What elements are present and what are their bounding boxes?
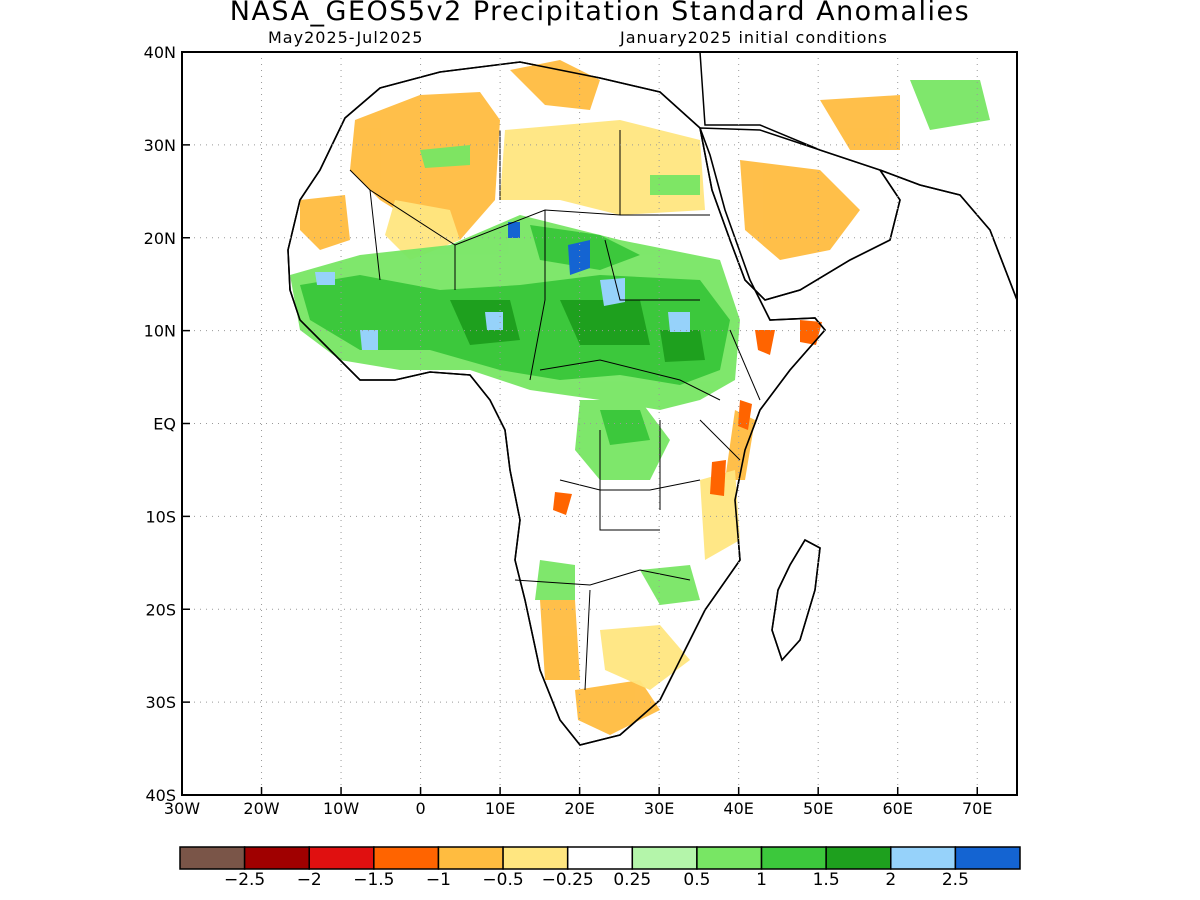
colorbar-swatch: [890, 846, 957, 870]
colorbar-label: 1: [756, 870, 767, 890]
map-title: NASA_GEOS5v2 Precipitation Standard Anom…: [229, 0, 971, 27]
y-tick-label: 20N: [144, 229, 176, 248]
colorbar-label: −1: [425, 870, 451, 890]
colorbar-label: 2: [885, 870, 897, 890]
colorbar-label: −1.5: [353, 870, 395, 890]
colorbar-label: 1.5: [812, 870, 840, 890]
y-axis-labels: 40N 30N 20N 10N EQ 10S 20S 30S 40S: [144, 43, 176, 805]
x-tick-label: 30E: [644, 799, 674, 818]
anomaly-very-wet-shading: [450, 300, 705, 362]
y-tick-label: 40N: [144, 43, 176, 62]
colorbar-swatch: [502, 846, 569, 870]
colorbar-label: −2.5: [223, 870, 266, 890]
map-field: [287, 52, 1017, 746]
colorbar-label: 0.5: [683, 870, 711, 890]
colorbar-swatch: [954, 846, 1021, 870]
colorbar-label: 0.25: [613, 870, 652, 890]
x-tick-label: 30W: [164, 799, 200, 818]
x-tick-label: 70E: [962, 799, 992, 818]
y-tick-label: 30S: [145, 693, 176, 712]
x-tick-label: 50E: [803, 799, 833, 818]
y-tick-label: 30N: [144, 136, 176, 155]
colorbar-swatch: [825, 846, 892, 870]
country-borders: [349, 130, 761, 691]
anomaly-strong-dry-shading: [553, 320, 822, 515]
map-subtitle-period: May2025-Jul2025: [268, 28, 424, 47]
colorbar-swatch: [696, 846, 763, 870]
colorbar-swatch: [373, 846, 440, 870]
x-tick-label: 0: [415, 799, 425, 818]
colorbar-swatch: [631, 846, 698, 870]
colorbar-swatch: [243, 846, 310, 870]
y-tick-label: 20S: [145, 600, 176, 619]
colorbar: [179, 846, 1021, 870]
y-tick-label: 10S: [145, 507, 176, 526]
colorbar-swatch: [760, 846, 827, 870]
x-tick-label: 20W: [243, 799, 279, 818]
colorbar-swatch: [179, 846, 246, 870]
colorbar-swatch: [308, 846, 375, 870]
coastlines: [287, 61, 1017, 746]
colorbar-label: −2: [296, 870, 322, 890]
colorbar-label: −0.25: [541, 870, 594, 890]
x-tick-label: 40E: [723, 799, 753, 818]
x-axis-labels: 30W 20W 10W 0 10E 20E 30E 40E 50E 60E 70E: [164, 799, 993, 818]
y-tick-label: EQ: [153, 415, 176, 434]
colorbar-swatch: [566, 846, 634, 870]
x-tick-label: 10W: [323, 799, 359, 818]
anomaly-extreme-wet-shading: [315, 222, 690, 350]
map-subtitle-init: January2025 initial conditions: [620, 28, 888, 47]
y-tick-label: 40S: [145, 786, 176, 805]
x-tick-label: 20E: [564, 799, 594, 818]
y-tick-label: 10N: [144, 322, 176, 341]
axis-ticks: [181, 51, 978, 796]
colorbar-label: −0.5: [482, 870, 524, 890]
colorbar-label: 2.5: [941, 870, 969, 890]
x-tick-label: 10E: [485, 799, 515, 818]
colorbar-swatch: [437, 846, 504, 870]
x-tick-label: 60E: [882, 799, 912, 818]
